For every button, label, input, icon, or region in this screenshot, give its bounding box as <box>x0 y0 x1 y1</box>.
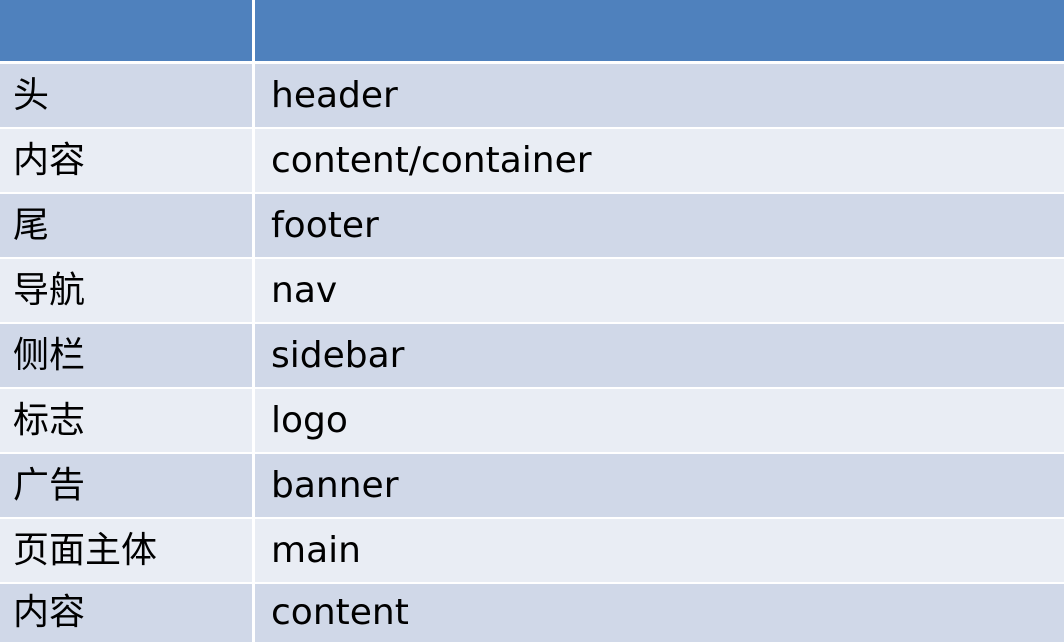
english-term: main <box>255 519 1064 582</box>
chinese-term: 内容 <box>0 584 252 642</box>
table-row: 广告 banner <box>0 454 1064 517</box>
table-row: 内容 content <box>0 584 1064 642</box>
table-row: 标志 logo <box>0 389 1064 452</box>
chinese-term: 尾 <box>0 194 252 257</box>
english-term: logo <box>255 389 1064 452</box>
chinese-term: 标志 <box>0 389 252 452</box>
english-term: header <box>255 64 1064 127</box>
header-cell-1 <box>0 0 252 61</box>
chinese-term: 页面主体 <box>0 519 252 582</box>
table-row: 侧栏 sidebar <box>0 324 1064 387</box>
table-row: 头 header <box>0 64 1064 127</box>
english-term: sidebar <box>255 324 1064 387</box>
table-header-row <box>0 0 1064 61</box>
english-term: content/container <box>255 129 1064 192</box>
chinese-term: 侧栏 <box>0 324 252 387</box>
english-term: content <box>255 584 1064 642</box>
table-row: 页面主体 main <box>0 519 1064 582</box>
table-row: 内容 content/container <box>0 129 1064 192</box>
table-row: 尾 footer <box>0 194 1064 257</box>
table-row: 导航 nav <box>0 259 1064 322</box>
english-term: banner <box>255 454 1064 517</box>
chinese-term: 内容 <box>0 129 252 192</box>
english-term: nav <box>255 259 1064 322</box>
english-term: footer <box>255 194 1064 257</box>
chinese-term: 头 <box>0 64 252 127</box>
chinese-term: 广告 <box>0 454 252 517</box>
header-cell-2 <box>255 0 1064 61</box>
chinese-term: 导航 <box>0 259 252 322</box>
